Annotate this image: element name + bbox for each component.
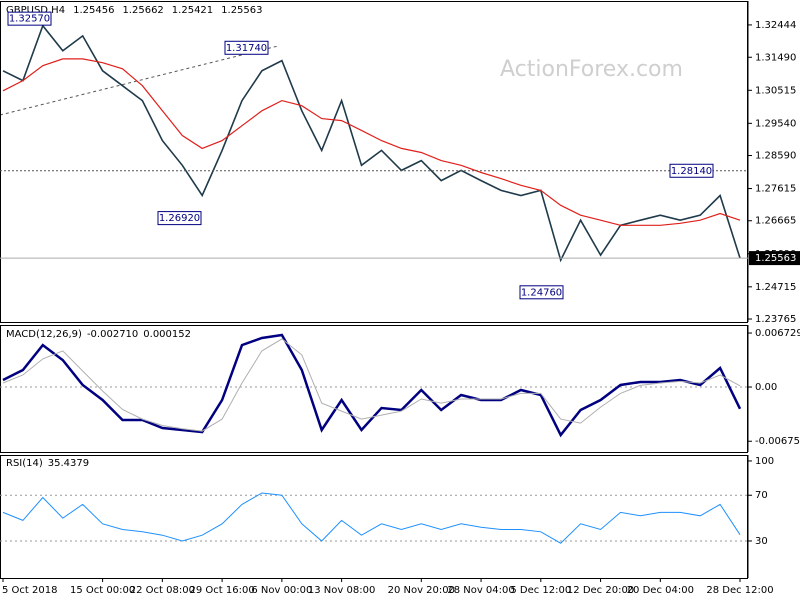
y-tick-label: 1.27615 bbox=[755, 184, 796, 195]
annotation-box bbox=[7, 11, 52, 26]
panel-header: MACD(12,26,9) -0.002710 0.000152 bbox=[6, 329, 191, 340]
last-price-label: 1.25563 bbox=[755, 253, 796, 264]
annotation-box bbox=[157, 211, 202, 226]
header-value: -0.002710 bbox=[87, 329, 138, 340]
y-tick-label: 1.32444 bbox=[755, 20, 796, 31]
y-tick-label: 0.006729 bbox=[755, 328, 800, 339]
annotation-label: 1.26920 bbox=[159, 213, 200, 224]
watermark: ActionForex.com bbox=[500, 57, 683, 82]
annotation-label: 1.28140 bbox=[671, 166, 712, 177]
x-tick-label: 22 Oct 08:00 bbox=[130, 585, 195, 596]
header-value: MACD(12,26,9) bbox=[6, 329, 82, 340]
x-tick-label: 29 Oct 16:00 bbox=[190, 585, 255, 596]
y-tick-label: 30 bbox=[755, 536, 768, 547]
y-tick-label: 1.29540 bbox=[755, 118, 796, 129]
series-line bbox=[2, 338, 741, 432]
y-tick-label: 1.26665 bbox=[755, 216, 796, 227]
x-tick-label: 28 Dec 12:00 bbox=[706, 585, 773, 596]
x-tick-label: 28 Nov 04:00 bbox=[447, 585, 514, 596]
annotation-label: 1.24760 bbox=[521, 287, 562, 298]
series-line bbox=[2, 492, 741, 544]
x-tick-label: 20 Dec 04:00 bbox=[627, 585, 694, 596]
y-tick-label: 1.31490 bbox=[755, 52, 796, 63]
x-tick-label: 6 Nov 00:00 bbox=[251, 585, 312, 596]
header-value: 1.25563 bbox=[221, 5, 262, 16]
y-tick-label: 1.30515 bbox=[755, 85, 796, 96]
header-value: 1.25421 bbox=[172, 5, 213, 16]
header-value: 1.25456 bbox=[73, 5, 114, 16]
series-line bbox=[2, 24, 741, 263]
y-tick-label: 0.00 bbox=[755, 382, 777, 393]
annotation-label: 1.32570 bbox=[9, 14, 50, 25]
y-tick-label: -0.006758 bbox=[755, 436, 800, 447]
last-price-box bbox=[749, 251, 800, 266]
series-line bbox=[2, 333, 742, 438]
series-line bbox=[2, 58, 741, 226]
panel-header: GBPUSD,H4 1.25456 1.25662 1.25421 1.25563 bbox=[6, 5, 263, 16]
y-tick-label: 1.28590 bbox=[755, 151, 796, 162]
x-tick-label: 20 Nov 20:00 bbox=[388, 585, 455, 596]
annotation-label: 1.31740 bbox=[226, 43, 267, 54]
x-tick-label: 12 Dec 20:00 bbox=[567, 585, 634, 596]
panel-header: RSI(14) 35.4379 bbox=[6, 458, 89, 469]
y-tick-label: 100 bbox=[755, 456, 774, 467]
y-tick-label: 1.24715 bbox=[755, 282, 796, 293]
header-value: 0.000152 bbox=[143, 329, 191, 340]
header-value: 35.4379 bbox=[48, 458, 89, 469]
annotation-box bbox=[669, 163, 714, 178]
x-tick-label: 5 Oct 2018 bbox=[2, 585, 57, 596]
header-value: RSI(14) bbox=[6, 458, 43, 469]
header-value: 1.25662 bbox=[122, 5, 163, 16]
header-value: GBPUSD,H4 bbox=[6, 5, 65, 16]
x-tick-label: 15 Oct 00:00 bbox=[70, 585, 135, 596]
x-tick-label: 13 Nov 08:00 bbox=[308, 585, 375, 596]
annotation-box bbox=[519, 285, 564, 300]
annotation-box bbox=[224, 40, 269, 55]
x-tick-label: 5 Dec 12:00 bbox=[510, 585, 571, 596]
y-tick-label: 70 bbox=[755, 490, 768, 501]
y-tick-label: 1.23765 bbox=[755, 314, 796, 325]
